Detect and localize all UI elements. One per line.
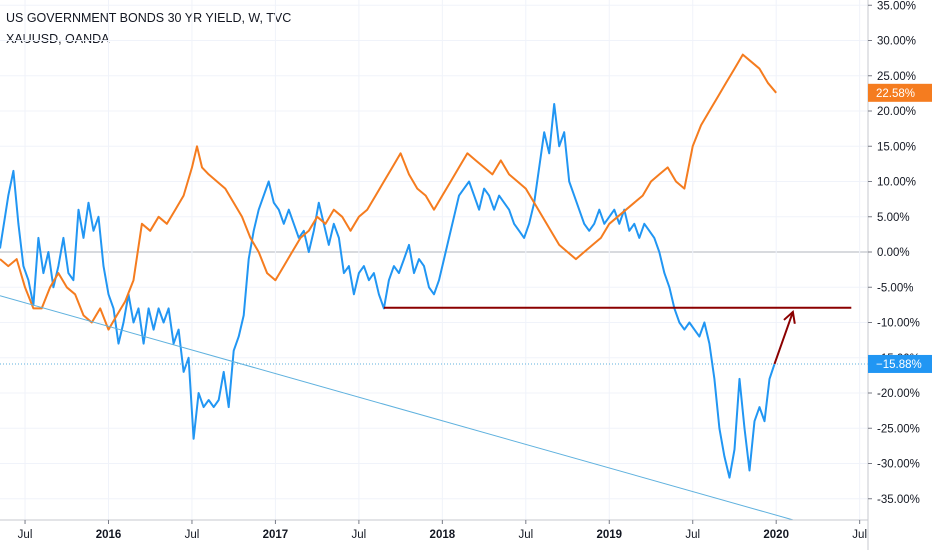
legend-secondary: XAUUSD, OANDA [6,32,110,46]
y-tick-label: -25.00% [877,423,920,435]
gold-last-value-label: 22.58% [876,88,915,100]
y-tick-label: -5.00% [877,282,913,294]
trendline [0,295,794,521]
x-tick-label: 2016 [96,529,122,541]
y-tick-label: -30.00% [877,459,920,471]
overlay-layer [0,295,868,521]
x-tick-label: 2018 [430,529,456,541]
y-tick-label: 35.00% [877,0,916,12]
y-tick-label: 20.00% [877,106,916,118]
legend-primary: US GOVERNMENT BONDS 30 YR YIELD, W, TVC [6,11,292,25]
y-tick-label: -10.00% [877,318,920,330]
x-tick-label: Jul [518,529,533,541]
x-tick-label: Jul [685,529,700,541]
y-tick-label: 5.00% [877,212,910,224]
series-layer [0,53,777,479]
y-tick-label: -20.00% [877,388,920,400]
y-tick-label: -35.00% [877,494,920,506]
x-tick-label: Jul [18,529,33,541]
y-tick-label: 0.00% [877,247,910,259]
y-tick-label: 15.00% [877,141,916,153]
x-tick-label: 2020 [763,529,789,541]
chart-legend: US GOVERNMENT BONDS 30 YR YIELD, W, TVC … [6,8,291,50]
y-tick-label: 30.00% [877,36,916,48]
bonds-series-line [0,103,776,479]
x-tick-label: Jul [352,529,367,541]
y-tick-label: 10.00% [877,177,916,189]
x-tick-label: Jul [185,529,200,541]
x-tick-label: 2019 [596,529,622,541]
x-tick-label: Jul [852,529,867,541]
arrow-head [783,309,796,324]
gold-series-line [0,53,777,331]
y-tick-label: 25.00% [877,71,916,83]
gold-last-value-bg [868,83,932,102]
arrow-shaft [773,311,794,365]
bonds-last-value-label: −15.88% [876,359,922,371]
x-tick-label: 2017 [263,529,289,541]
grid-layer [0,0,868,520]
bonds-last-value-bg [868,354,932,373]
